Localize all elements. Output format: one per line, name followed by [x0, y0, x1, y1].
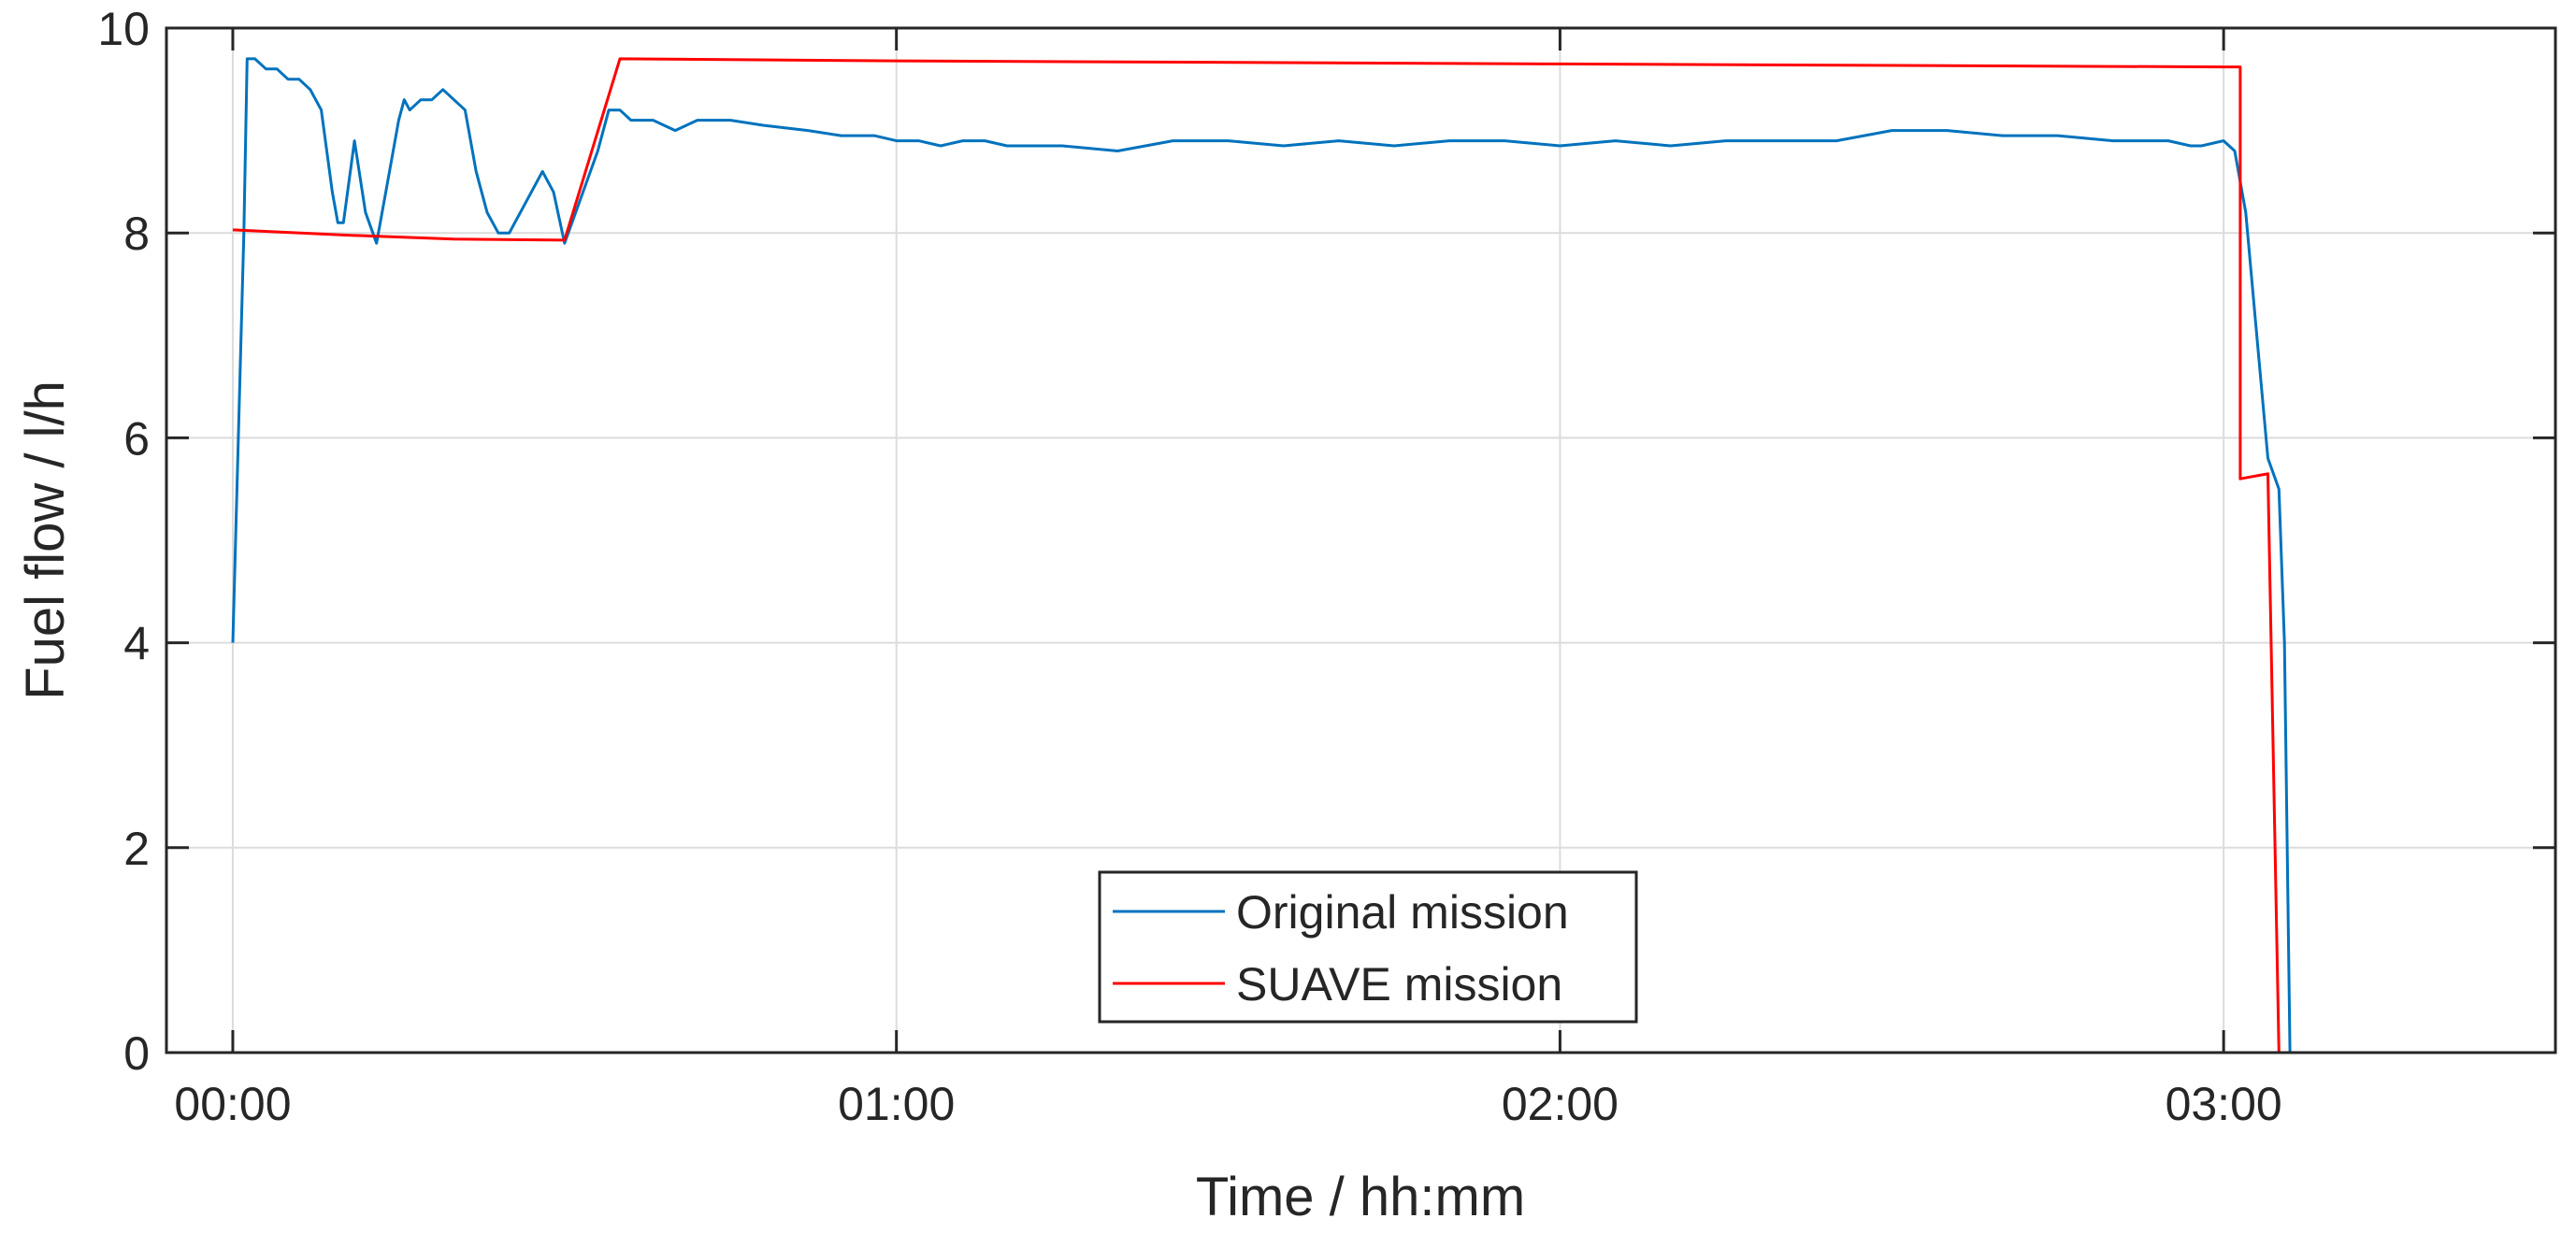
y-tick-label: 4 — [123, 618, 150, 670]
x-tick-labels: 00:00 01:00 02:00 03:00 — [174, 1078, 2281, 1130]
plot-frame — [165, 26, 2557, 1054]
x-tick-label: 02:00 — [1502, 1078, 1619, 1130]
legend-label-suave: SUAVE mission — [1236, 958, 1562, 1011]
x-axis-label: Time / hh:mm — [1196, 1167, 1525, 1227]
y-tick-labels: 0 2 4 6 8 10 — [97, 3, 150, 1080]
series-layer — [231, 57, 2511, 1054]
series-line-original-mission — [231, 57, 2511, 1054]
series-line-suave-mission — [232, 57, 2479, 1054]
y-axis-label: Fuel flow / l/h — [15, 380, 76, 700]
axis-ticks — [166, 26, 2555, 1054]
x-tick-label: 00:00 — [174, 1078, 291, 1130]
y-tick-label: 0 — [123, 1027, 150, 1080]
y-tick-label: 2 — [123, 823, 150, 875]
legend-box — [1098, 870, 1638, 1024]
legend: Original mission SUAVE mission — [1098, 870, 1638, 1024]
y-tick-label: 10 — [97, 3, 150, 55]
x-tick-label: 03:00 — [2166, 1078, 2282, 1130]
legend-label-original: Original mission — [1236, 886, 1569, 939]
y-tick-label: 6 — [123, 412, 150, 465]
y-tick-label: 8 — [123, 208, 150, 260]
x-tick-label: 01:00 — [838, 1078, 955, 1130]
